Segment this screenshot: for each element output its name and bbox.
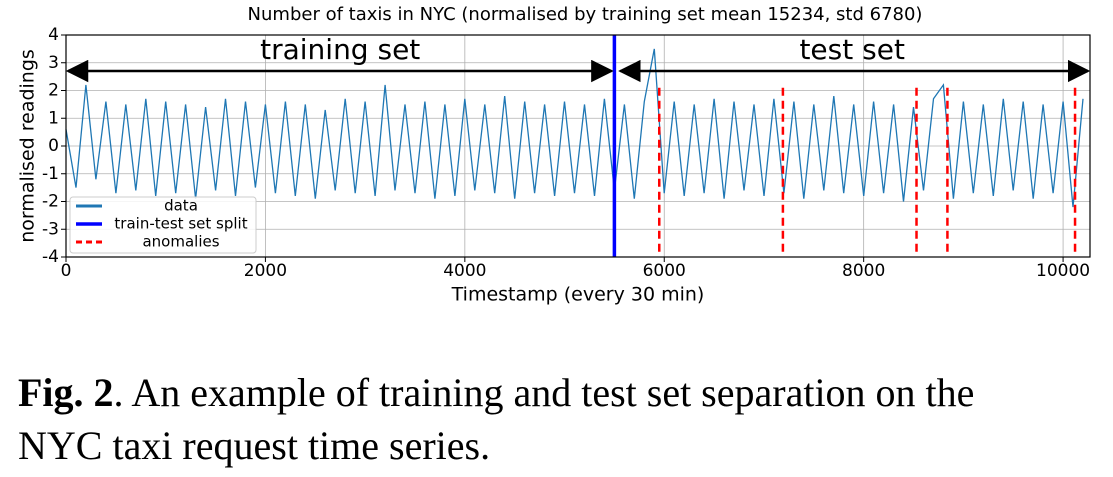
y-tick-label: -1 (42, 164, 59, 184)
y-tick-label: 2 (48, 81, 59, 101)
caption-label: Fig. 2 (18, 370, 114, 415)
x-tick-label: 4000 (443, 261, 486, 281)
legend-label: data (164, 197, 198, 215)
annotation: test set (799, 33, 904, 66)
caption-text: NYC taxi request time series. (18, 423, 490, 468)
y-tick-label: -2 (42, 192, 59, 212)
y-axis-label: normalised readings (17, 49, 39, 243)
annotation: training set (260, 33, 420, 66)
x-axis-label: Timestamp (every 30 min) (451, 284, 705, 306)
y-tick-label: 0 (48, 136, 59, 156)
legend-label: anomalies (142, 233, 219, 251)
x-tick-label: 2000 (244, 261, 287, 281)
plot-area: -4 -3 -2 -1 0 1 2 3 4 0 2000 4000 6000 8000 10000 train… (42, 25, 1091, 281)
y-tick-label: 3 (48, 53, 59, 73)
plot-frame (65, 34, 1091, 258)
data-line (65, 48, 1084, 208)
legend-label: train-test set split (114, 215, 247, 233)
x-tick-label: 0 (61, 261, 72, 281)
legend-box (69, 196, 257, 254)
x-tick-label: 8000 (842, 261, 885, 281)
y-tick-label: -4 (42, 247, 59, 267)
x-tick-label: 10000 (1036, 261, 1090, 281)
x-tick-label: 6000 (643, 261, 686, 281)
y-tick-label: -3 (42, 219, 59, 239)
caption-text: . An example of training and test set se… (114, 370, 975, 415)
caption: Fig. 2. An example of training and test … (18, 370, 974, 415)
y-tick-label: 4 (48, 25, 59, 45)
y-tick-label: 1 (48, 108, 59, 128)
chart-title: Number of taxis in NYC (normalised by tr… (248, 4, 923, 25)
